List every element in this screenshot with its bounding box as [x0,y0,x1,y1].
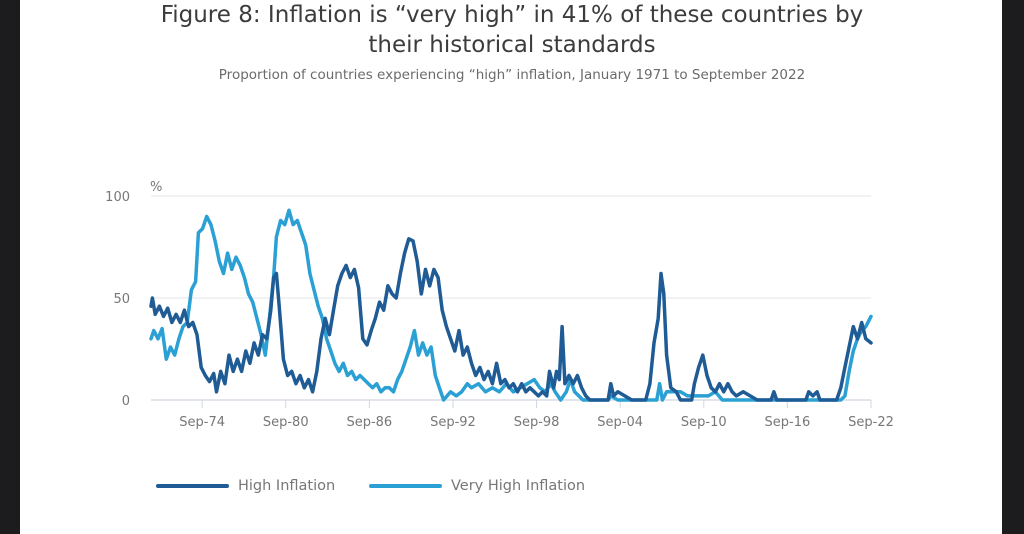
chart-subtitle: Proportion of countries experiencing “hi… [218,67,806,83]
x-tick-label: Sep-10 [681,415,727,430]
chart-title-line-1: Figure 8: Inflation is “very high” in 41… [160,2,864,28]
series-line-high-inflation [149,237,873,402]
x-tick-label: Sep-22 [848,415,894,430]
y-tick-label-100: 100 [105,190,130,205]
chart-title-line-2: their historical standards [368,32,656,58]
series-line-very-high-inflation [149,208,873,402]
x-tick-label: Sep-04 [597,415,643,430]
legend-label-very-high-inflation: Very High Inflation [451,478,586,494]
y-tick-label-0: 0 [122,394,130,409]
chart-title: Figure 8: Inflation is “very high” in 41… [0,0,1024,60]
x-tick-label: Sep-98 [514,415,560,430]
chart-card [20,0,1002,534]
legend-swatch-high-inflation [156,484,229,488]
x-tick-label: Sep-86 [346,415,392,430]
y-tick-label-50: 50 [113,292,130,307]
y-axis-unit-label: % [150,180,162,195]
x-tick-label: Sep-80 [263,415,309,430]
x-tick-label: Sep-16 [765,415,811,430]
legend-item-high-inflation: High Inflation [156,478,335,494]
legend-item-very-high-inflation: Very High Inflation [369,478,585,494]
legend-swatch-very-high-inflation [369,484,442,488]
x-tick-label: Sep-74 [179,415,225,430]
x-tick-label: Sep-92 [430,415,476,430]
legend-label-high-inflation: High Inflation [238,478,336,494]
